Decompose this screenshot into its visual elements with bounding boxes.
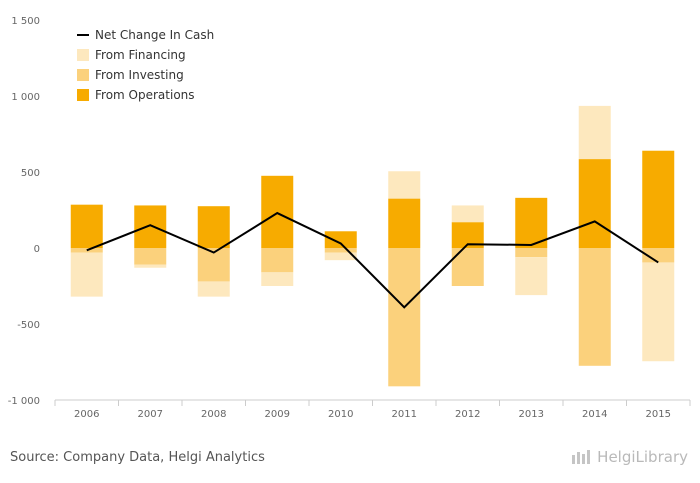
bar-from-operations-2009 xyxy=(261,175,294,248)
bar-from-investing-2014 xyxy=(578,248,611,366)
bar-from-operations-2014 xyxy=(578,159,611,248)
bar-from-operations-2010 xyxy=(324,231,357,248)
x-tick-label: 2009 xyxy=(265,409,290,420)
x-tick-label: 2007 xyxy=(138,409,163,420)
legend-label: From Financing xyxy=(95,48,186,62)
source-note: Source: Company Data, Helgi Analytics xyxy=(10,450,265,465)
brand-name: HelgiLibrary xyxy=(597,448,688,466)
net-change-line xyxy=(86,211,659,309)
bar-from-operations-2006 xyxy=(70,204,103,248)
bar-from-operations-2008 xyxy=(197,206,230,248)
bar-from-investing-2010 xyxy=(324,248,357,253)
chart-bars xyxy=(70,105,675,387)
x-tick-label: 2008 xyxy=(201,409,226,420)
legend-swatch xyxy=(77,69,89,81)
bar-from-investing-2007 xyxy=(134,248,167,265)
x-tick-label: 2013 xyxy=(519,409,544,420)
bar-from-operations-2007 xyxy=(134,205,167,248)
bar-from-investing-2013 xyxy=(515,248,548,258)
y-tick-label: 1 500 xyxy=(11,16,40,27)
legend-swatch xyxy=(77,89,89,101)
x-tick-label: 2010 xyxy=(328,409,353,420)
bar-from-financing-2012 xyxy=(451,205,484,223)
bar-from-investing-2009 xyxy=(261,248,294,273)
legend-label: From Investing xyxy=(95,68,184,82)
bar-from-financing-2013 xyxy=(515,257,548,296)
cash-flow-chart: -1 000 -500 0 500 1 000 1 500 2006 2007 2008 2009… xyxy=(8,16,691,420)
legend-label: From Operations xyxy=(95,88,195,102)
y-tick-label: -500 xyxy=(17,320,40,331)
y-tick-label: 0 xyxy=(34,244,40,255)
y-tick-label: 1 000 xyxy=(11,92,40,103)
y-tick-label: 500 xyxy=(21,168,40,179)
bar-from-operations-2011 xyxy=(388,198,421,248)
bar-from-financing-2011 xyxy=(388,171,421,199)
bar-from-financing-2007 xyxy=(134,264,167,268)
x-tick-label: 2006 xyxy=(74,409,99,420)
chart-legend: Net Change In Cash From Financing From Inv… xyxy=(77,28,214,102)
bar-from-financing-2009 xyxy=(261,272,294,286)
chart-line xyxy=(86,211,659,309)
x-tick-label: 2015 xyxy=(646,409,671,420)
brand-logo: HelgiLibrary xyxy=(571,448,688,466)
legend-swatch xyxy=(77,49,89,61)
chart-axes: -1 000 -500 0 500 1 000 1 500 2006 2007 2008 2009… xyxy=(8,16,691,420)
bar-from-operations-2015 xyxy=(642,150,675,248)
x-tick-label: 2014 xyxy=(582,409,607,420)
bar-from-investing-2015 xyxy=(642,248,675,263)
bar-from-investing-2012 xyxy=(451,248,484,286)
bar-from-operations-2013 xyxy=(515,197,548,248)
x-tick-label: 2012 xyxy=(455,409,480,420)
legend-label: Net Change In Cash xyxy=(95,28,214,42)
bar-from-financing-2008 xyxy=(197,281,230,297)
bar-from-financing-2010 xyxy=(324,252,357,261)
bar-from-financing-2006 xyxy=(70,252,103,297)
bar-from-investing-2011 xyxy=(388,248,421,387)
bar-from-financing-2015 xyxy=(642,262,675,362)
x-tick-label: 2011 xyxy=(392,409,417,420)
bar-from-financing-2014 xyxy=(578,105,611,160)
y-tick-label: -1 000 xyxy=(8,396,40,407)
library-icon xyxy=(572,450,591,464)
